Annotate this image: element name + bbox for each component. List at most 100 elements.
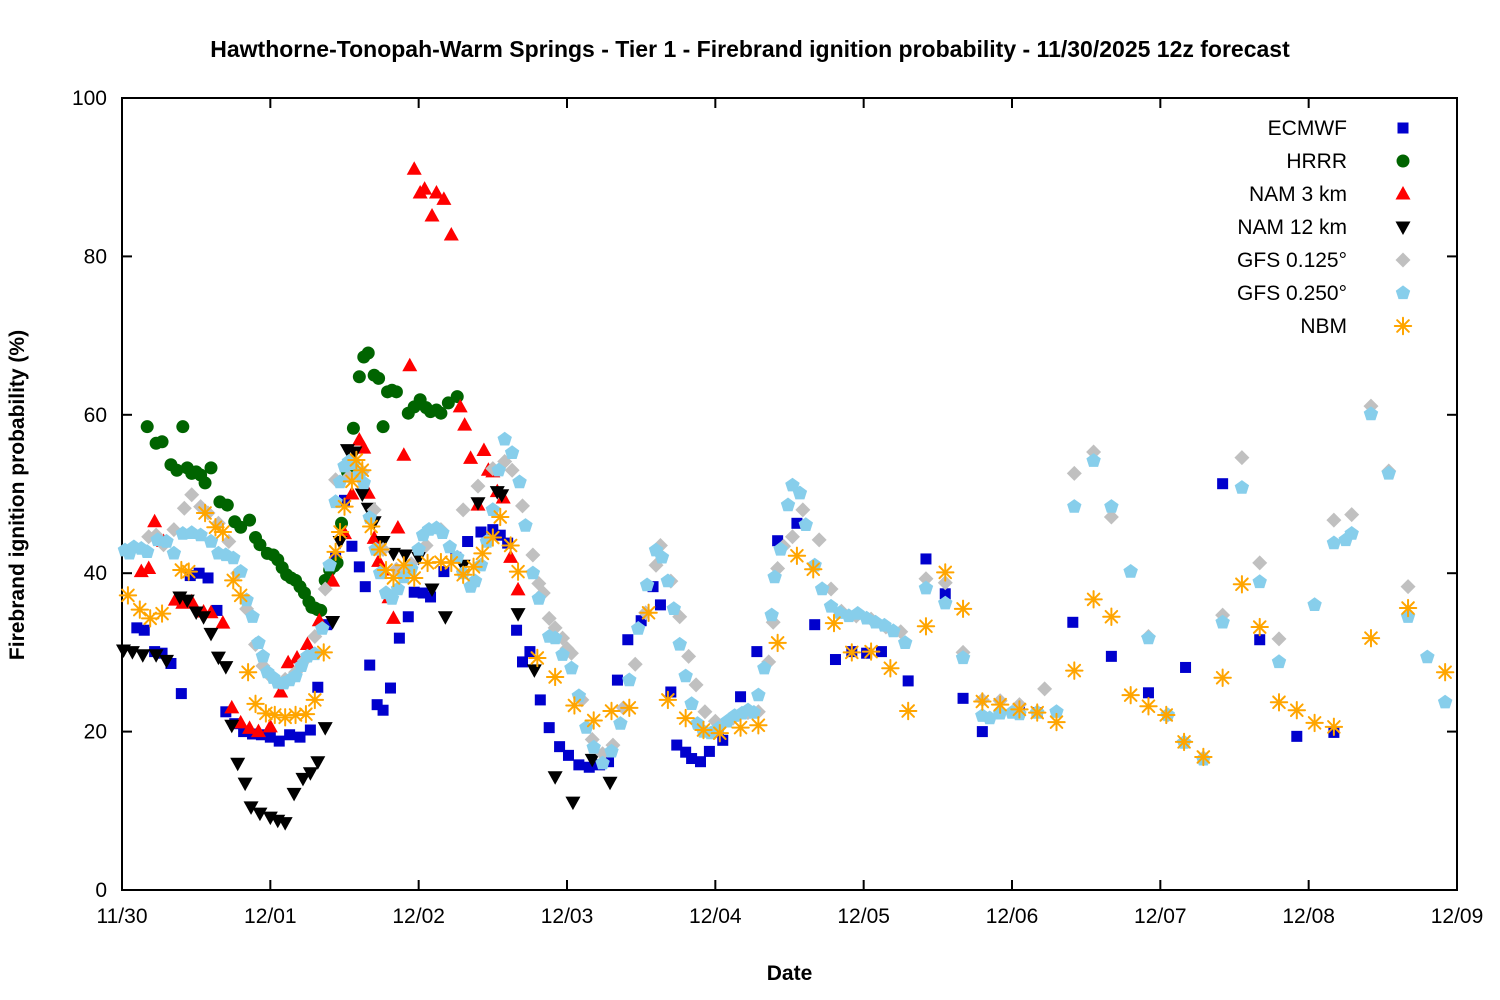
data-point — [438, 566, 450, 578]
y-tick-label: 100 — [72, 87, 107, 110]
data-point — [284, 729, 296, 741]
data-point — [314, 603, 328, 617]
data-point — [1232, 575, 1252, 594]
data-point — [452, 398, 468, 413]
data-point — [364, 659, 376, 671]
data-point — [1252, 574, 1267, 589]
data-point — [654, 599, 666, 611]
data-point — [686, 753, 698, 765]
data-point — [389, 385, 403, 399]
data-point — [347, 446, 363, 461]
data-point — [224, 571, 243, 590]
data-point — [1361, 628, 1381, 648]
data-point — [347, 450, 366, 470]
data-point — [372, 371, 386, 385]
x-tick-label: 12/07 — [1134, 905, 1187, 928]
data-point — [1271, 631, 1287, 647]
data-point — [424, 583, 440, 598]
data-point — [332, 474, 348, 489]
data-point — [565, 696, 584, 715]
data-point — [286, 705, 305, 725]
data-point — [242, 720, 258, 734]
data-point — [251, 635, 266, 649]
data-point — [296, 704, 316, 724]
data-point — [314, 643, 333, 662]
data-point — [385, 610, 401, 624]
data-point — [384, 682, 396, 694]
data-point — [354, 488, 370, 502]
data-point — [703, 745, 715, 757]
data-point — [224, 719, 240, 734]
data-point — [148, 649, 164, 663]
data-point — [773, 541, 788, 556]
data-point — [1213, 668, 1232, 687]
data-point — [764, 607, 779, 622]
data-point — [658, 690, 678, 710]
data-point — [622, 672, 637, 687]
x-tick-label: 12/01 — [244, 905, 297, 928]
legend-entry-nam-3-km: NAM 3 km — [1249, 183, 1411, 206]
data-point — [1067, 616, 1079, 628]
data-point — [564, 660, 579, 675]
data-point — [377, 704, 389, 716]
data-point — [676, 708, 695, 728]
data-point — [804, 560, 823, 579]
data-point — [491, 507, 510, 527]
data-point — [428, 185, 444, 199]
data-point — [694, 720, 713, 740]
data-point — [417, 181, 433, 195]
data-point — [118, 586, 138, 605]
data-point — [525, 547, 541, 563]
data-point — [312, 681, 324, 693]
data-point — [1065, 661, 1084, 680]
data-point — [1324, 717, 1344, 737]
data-point — [230, 757, 246, 772]
data-point — [1086, 453, 1101, 467]
data-point — [635, 615, 647, 627]
data-point — [1086, 444, 1102, 460]
data-point — [751, 687, 766, 702]
data-point — [243, 801, 259, 815]
data-point — [584, 753, 600, 768]
legend-marker-icon — [1395, 221, 1411, 235]
data-point — [1104, 499, 1119, 513]
data-point — [497, 431, 512, 446]
x-axis-title: Date — [766, 962, 813, 985]
data-point — [518, 518, 533, 532]
data-point — [140, 544, 155, 558]
data-point — [425, 591, 437, 603]
data-point — [288, 668, 303, 683]
data-point — [1381, 465, 1396, 480]
data-point — [215, 615, 231, 629]
data-point — [583, 761, 595, 773]
data-point — [957, 692, 969, 704]
data-point — [990, 695, 1010, 714]
data-point — [814, 581, 830, 596]
data-point — [1271, 654, 1287, 669]
data-point — [141, 560, 157, 574]
data-point — [462, 536, 474, 548]
data-point — [526, 664, 542, 678]
data-point — [362, 517, 381, 536]
data-point — [1028, 703, 1047, 722]
data-point — [394, 556, 414, 575]
data-point — [784, 529, 800, 545]
data-point — [295, 772, 311, 787]
data-point — [255, 648, 271, 663]
data-point — [299, 636, 315, 650]
series-nbm — [118, 450, 1455, 767]
data-point — [152, 604, 172, 623]
data-point — [1344, 507, 1360, 523]
x-tick-label: 12/06 — [986, 905, 1039, 928]
data-point — [238, 663, 258, 682]
data-point — [613, 716, 628, 730]
data-point — [1252, 555, 1268, 571]
data-point — [196, 611, 212, 625]
series-gfs-0-250- — [117, 406, 1453, 770]
data-point — [604, 743, 619, 758]
data-point — [504, 445, 520, 459]
data-point — [332, 536, 348, 550]
data-point — [317, 581, 333, 597]
data-point — [138, 624, 150, 636]
data-point — [525, 565, 541, 580]
